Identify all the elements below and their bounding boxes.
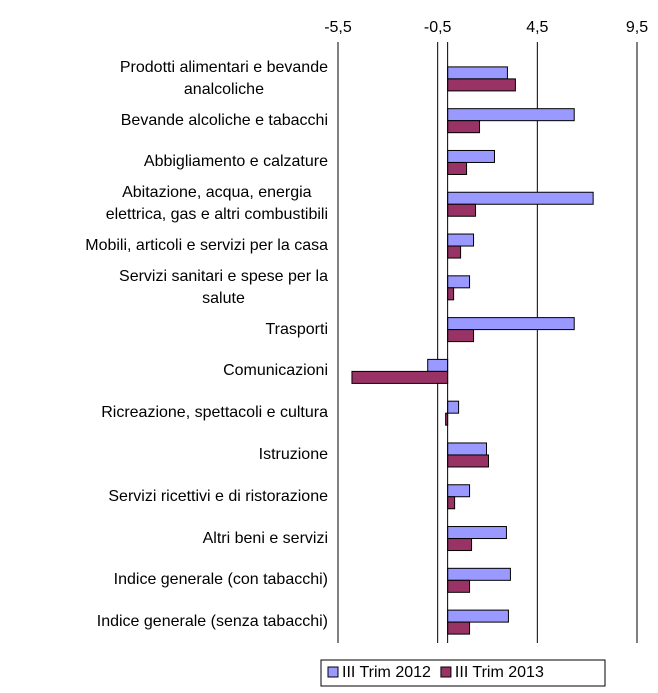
bar [447, 233, 475, 247]
y-tick-label: Mobili, articoli e servizi per la casa [85, 237, 328, 255]
y-tick-label: Servizi ricettivi e di ristorazione [108, 487, 328, 505]
y-tick-label: Abbigliamento e calzature [143, 153, 328, 171]
bar [447, 287, 455, 301]
bar [447, 120, 481, 134]
legend-box [320, 659, 606, 687]
bar [447, 149, 495, 163]
y-tick-label: Istruzione [258, 445, 328, 463]
bar [447, 567, 511, 581]
bar [447, 191, 594, 205]
y-tick-label: Comunicazioni [223, 362, 328, 380]
x-tick-label: 9,5 [626, 19, 648, 36]
y-tick-label: Altri beni e servizi [202, 529, 328, 547]
y-tick-label: Ricreazione, spettacoli e cultura [101, 404, 328, 422]
bar [447, 484, 471, 498]
bar [447, 454, 489, 468]
bar [447, 400, 460, 414]
y-tick-label: Abitazione, acqua, energia elettrica, ga… [105, 184, 328, 224]
x-tick-label: -5,5 [324, 19, 352, 36]
x-tick-label: 4,5 [526, 19, 548, 36]
bar [447, 108, 575, 122]
bar [447, 329, 475, 343]
bar [447, 203, 477, 217]
bar [447, 526, 507, 540]
bar [351, 370, 449, 384]
bar [447, 621, 471, 635]
legend-label: III Trim 2012 [342, 664, 431, 681]
x-tick-label: -0,5 [424, 19, 452, 36]
bar [447, 66, 508, 80]
bar [427, 358, 449, 372]
y-tick-label: Servizi sanitari e spese per la salute [119, 267, 328, 307]
legend-swatch [440, 666, 452, 678]
bar [447, 442, 488, 456]
bar [447, 538, 473, 552]
legend-swatch [327, 666, 339, 678]
bar [447, 317, 575, 331]
bar [447, 245, 462, 259]
bar [447, 609, 509, 623]
bar [447, 161, 468, 175]
bar [447, 275, 471, 289]
y-tick-label: Prodotti alimentari e bevande analcolich… [119, 58, 328, 98]
legend: III Trim 2012 III Trim 2013 [320, 659, 606, 687]
y-tick-label: Indice generale (senza tabacchi) [96, 613, 328, 631]
y-tick-label: Bevande alcoliche e tabacchi [120, 111, 328, 129]
legend-label: III Trim 2013 [455, 664, 544, 681]
bar [447, 496, 456, 510]
y-tick-label: Trasporti [265, 320, 328, 338]
y-tick-label: Indice generale (con tabacchi) [113, 571, 328, 589]
bar [447, 78, 516, 92]
bar [447, 579, 471, 593]
